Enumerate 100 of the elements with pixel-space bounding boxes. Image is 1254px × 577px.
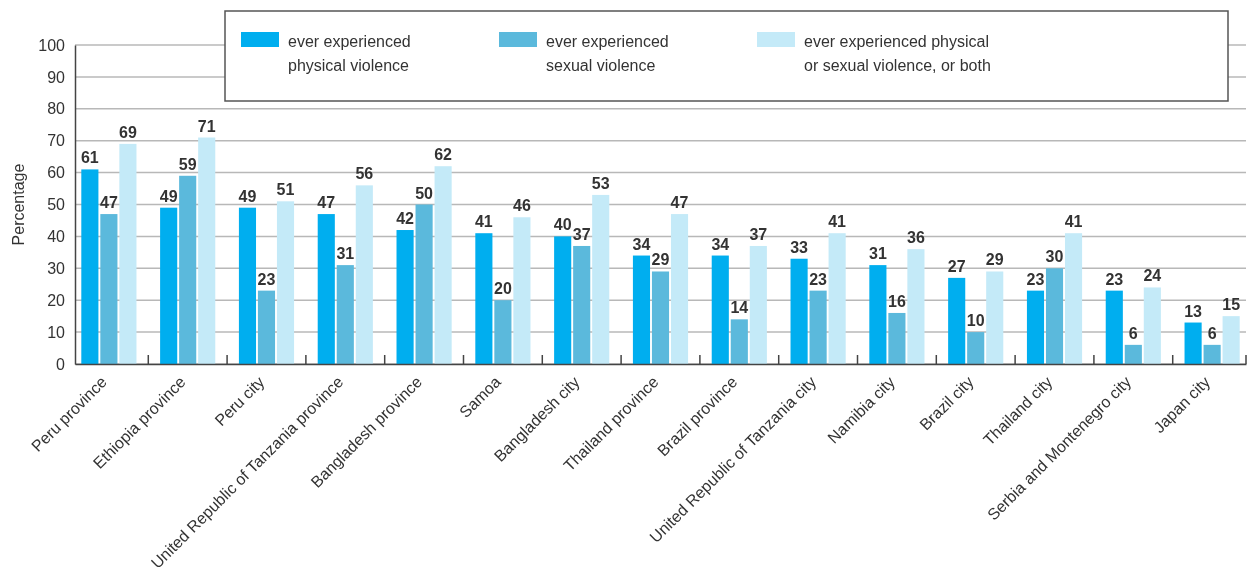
data-label: 15 — [1222, 296, 1241, 314]
data-label: 49 — [159, 187, 178, 205]
bar — [670, 214, 689, 364]
bar — [1105, 290, 1123, 364]
data-label: 40 — [553, 216, 572, 234]
data-label: 33 — [790, 238, 809, 256]
bar — [888, 312, 906, 364]
data-label: 23 — [1026, 270, 1045, 288]
data-label: 41 — [828, 213, 847, 231]
data-label: 59 — [178, 155, 197, 173]
y-tick-label: 80 — [47, 100, 66, 118]
bar — [317, 214, 335, 364]
bar — [119, 143, 137, 364]
data-label: 24 — [1143, 267, 1162, 285]
y-axis-title: Percentage — [10, 163, 27, 246]
bar — [396, 230, 414, 364]
y-tick-label: 40 — [47, 228, 66, 246]
legend-label: ever experienced sexual violence — [546, 33, 669, 74]
data-label: 53 — [591, 174, 610, 192]
data-label: 46 — [513, 197, 531, 215]
y-tick-label: 70 — [47, 132, 66, 150]
bar — [1222, 316, 1240, 364]
bar — [592, 194, 610, 364]
bar — [513, 217, 531, 364]
bar — [1026, 290, 1045, 364]
data-label: 23 — [809, 270, 828, 288]
data-label: 69 — [119, 123, 137, 141]
bar — [238, 207, 257, 364]
bar — [1203, 344, 1221, 364]
data-label: 56 — [355, 165, 374, 183]
data-label: 14 — [730, 299, 749, 317]
data-label: 47 — [99, 194, 118, 212]
data-label: 37 — [749, 225, 768, 243]
data-label: 47 — [670, 194, 689, 212]
data-label: 31 — [336, 245, 355, 263]
data-label: 61 — [80, 149, 99, 167]
data-label: 6 — [1207, 324, 1217, 342]
bar — [355, 185, 373, 364]
data-label: 29 — [651, 251, 670, 269]
data-label: 41 — [474, 213, 493, 231]
bar — [632, 255, 651, 364]
bar — [1124, 344, 1142, 364]
bar — [81, 169, 99, 364]
y-tick-label: 50 — [47, 196, 66, 214]
bar — [869, 265, 887, 364]
data-label: 62 — [434, 146, 453, 164]
bar — [809, 290, 827, 364]
bar — [948, 277, 966, 364]
y-tick-label: 10 — [47, 323, 66, 341]
bar — [415, 204, 433, 364]
data-label: 34 — [711, 235, 730, 253]
y-tick-label: 0 — [56, 355, 66, 373]
data-label: 31 — [868, 245, 887, 263]
data-label: 41 — [1064, 213, 1083, 231]
data-label: 50 — [415, 184, 434, 202]
bar — [1143, 287, 1161, 364]
bar — [336, 265, 354, 364]
data-label: 30 — [1045, 248, 1064, 266]
bar — [651, 271, 670, 364]
data-label: 36 — [907, 229, 925, 247]
bar — [494, 300, 512, 364]
bar — [907, 249, 925, 364]
bar — [475, 233, 493, 364]
data-label: 34 — [632, 235, 651, 253]
data-label: 37 — [572, 225, 591, 243]
legend-label: ever experienced physical violence — [288, 33, 411, 74]
data-label: 42 — [396, 210, 415, 228]
bar — [749, 245, 767, 364]
y-tick-label: 60 — [47, 164, 66, 182]
bar — [434, 166, 452, 364]
data-label: 23 — [1105, 270, 1124, 288]
bar — [1064, 233, 1083, 364]
bar — [198, 137, 216, 364]
bar — [100, 214, 118, 364]
bar — [730, 319, 748, 364]
bar — [1184, 322, 1202, 364]
bar — [828, 233, 846, 364]
data-label: 47 — [317, 194, 336, 212]
data-label: 13 — [1184, 302, 1203, 320]
data-label: 16 — [888, 292, 906, 310]
data-label: 71 — [197, 117, 216, 135]
bar — [257, 290, 276, 364]
data-label: 29 — [985, 251, 1004, 269]
bar — [179, 175, 197, 364]
data-label: 49 — [238, 187, 257, 205]
bar — [1045, 268, 1064, 364]
bar — [967, 332, 985, 364]
data-label: 27 — [947, 257, 966, 275]
y-tick-label: 30 — [47, 259, 66, 277]
data-label: 6 — [1128, 324, 1138, 342]
y-tick-label: 100 — [38, 36, 66, 54]
bar — [573, 245, 591, 364]
legend-label: ever experienced physical or sexual violence, or both — [804, 33, 991, 74]
bar — [711, 255, 729, 364]
data-label: 51 — [276, 181, 295, 199]
bar — [276, 201, 295, 364]
data-label: 20 — [494, 280, 512, 298]
bar — [554, 236, 572, 364]
data-label: 10 — [966, 312, 985, 330]
bar — [986, 271, 1004, 364]
